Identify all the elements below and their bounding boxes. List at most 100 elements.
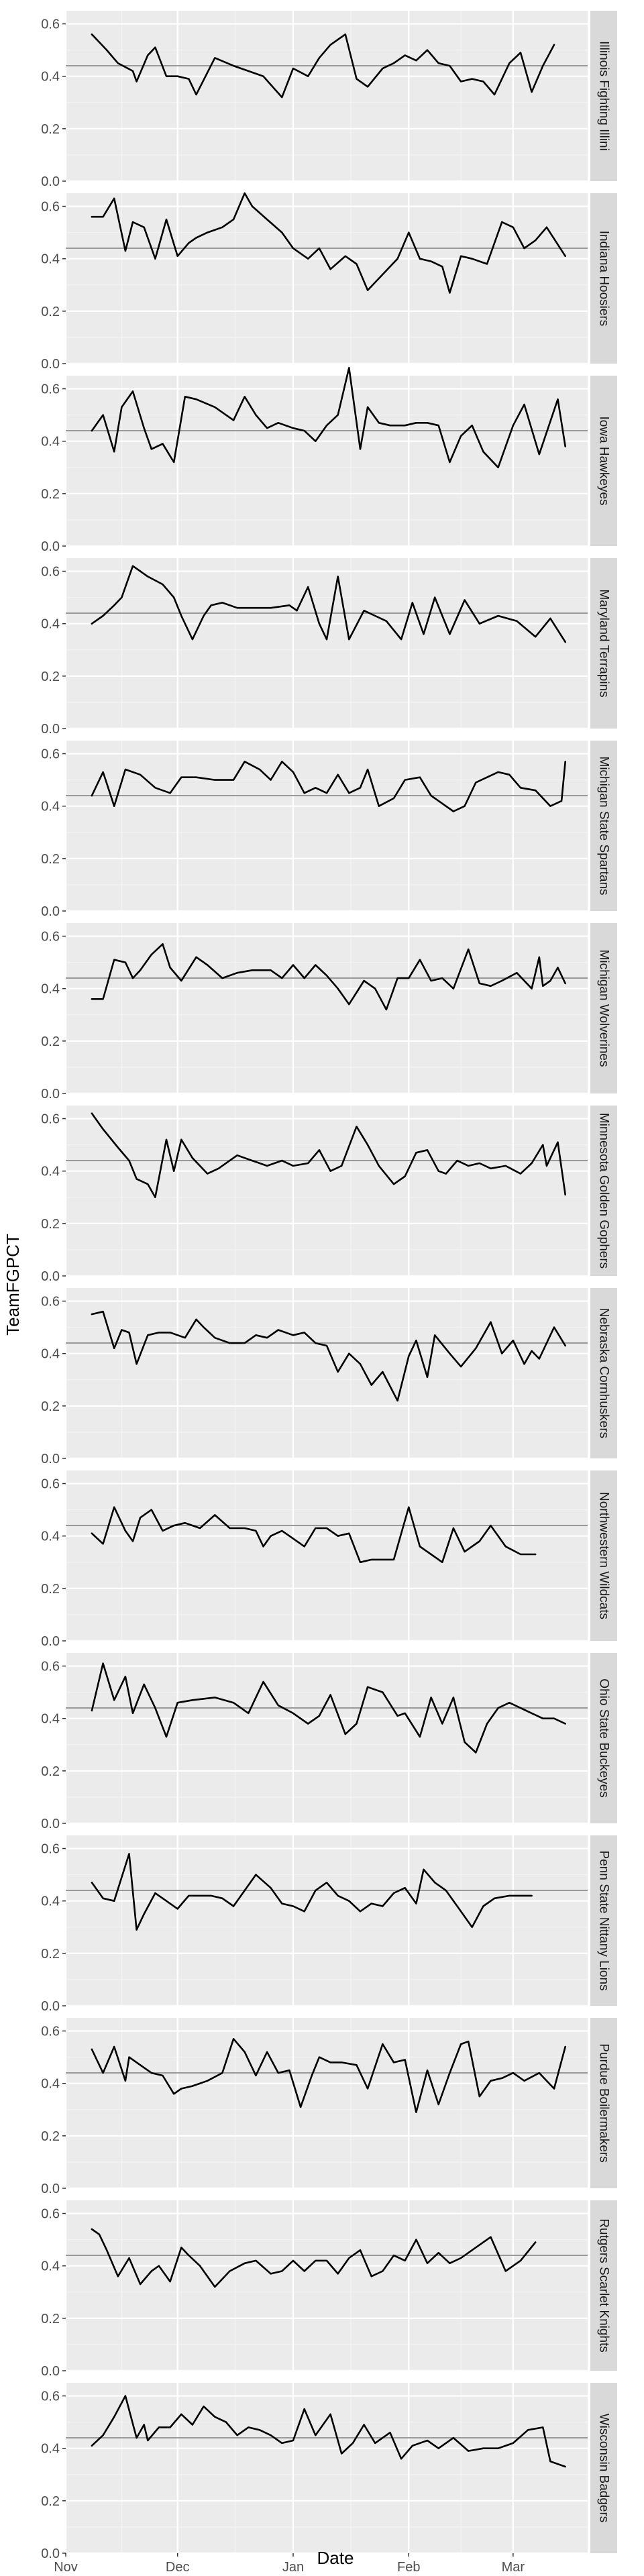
y-tick-label: 0.2 bbox=[41, 2494, 60, 2509]
facet-strip-label: Minnesota Golden Gophers bbox=[597, 1113, 611, 1269]
facet-strip-label: Ohio State Buckeyes bbox=[597, 1678, 611, 1797]
facet-panel: 0.0 0.2 0.4 0.6 Michigan Wolverines bbox=[41, 923, 617, 1102]
y-tick-label: 0.2 bbox=[41, 852, 60, 867]
facet-strip-label: Michigan Wolverines bbox=[597, 950, 611, 1067]
y-tick-label: 0.6 bbox=[41, 1295, 60, 1309]
y-tick-label: 0.6 bbox=[41, 2390, 60, 2404]
facet-panel: 0.0 0.2 0.4 0.6 Nebraska Cornhuskers bbox=[41, 1288, 617, 1466]
panel-background bbox=[66, 193, 588, 364]
y-tick-label: 0.4 bbox=[41, 982, 60, 997]
facet-panel: 0.0 0.2 0.4 0.6 Michigan State Spartans bbox=[41, 741, 617, 919]
y-tick-label: 0.2 bbox=[41, 2129, 60, 2144]
y-tick-label: 0.0 bbox=[41, 904, 60, 919]
y-tick-label: 0.0 bbox=[41, 1817, 60, 1831]
y-axis-title: TeamFGPCT bbox=[3, 1234, 23, 1336]
y-tick-label: 0.4 bbox=[41, 2259, 60, 2274]
y-tick-label: 0.0 bbox=[41, 357, 60, 372]
panel-background bbox=[66, 741, 588, 911]
y-tick-label: 0.0 bbox=[41, 1452, 60, 1466]
y-tick-label: 0.6 bbox=[41, 747, 60, 762]
y-tick-label: 0.4 bbox=[41, 70, 60, 85]
panel-background bbox=[66, 558, 588, 729]
facet-strip-label: Maryland Terrapins bbox=[597, 589, 611, 697]
facet-panel: 0.0 0.2 0.4 0.6 Iowa Hawkeyes bbox=[41, 368, 617, 554]
facet-strip-label: Purdue Boilermakers bbox=[597, 2043, 611, 2162]
panel-background bbox=[66, 11, 588, 181]
y-tick-label: 0.0 bbox=[41, 1634, 60, 1649]
facet-panel: 0.0 0.2 0.4 0.6 Illinois Fighting Illini bbox=[41, 11, 617, 189]
y-tick-label: 0.2 bbox=[41, 1399, 60, 1414]
y-tick-label: 0.4 bbox=[41, 1165, 60, 1179]
y-tick-label: 0.2 bbox=[41, 1582, 60, 1597]
y-tick-label: 0.4 bbox=[41, 1712, 60, 1727]
facet-panel: 0.0 0.2 0.4 0.6 Purdue Boilermakers bbox=[41, 2018, 617, 2196]
panel-background bbox=[66, 1470, 588, 1641]
panel-background bbox=[66, 376, 588, 546]
y-tick-label: 0.4 bbox=[41, 2442, 60, 2457]
facet-strip-label: Iowa Hawkeyes bbox=[597, 416, 611, 505]
facet-panel: 0.0 0.2 0.4 0.6 Rutgers Scarlet Knights bbox=[41, 2200, 617, 2379]
y-tick-label: 0.6 bbox=[41, 2025, 60, 2039]
facet-panel: 0.0 0.2 0.4 0.6 Ohio State Buckeyes bbox=[41, 1653, 617, 1831]
y-tick-label: 0.0 bbox=[41, 1999, 60, 2014]
facet-panel: 0.0 0.2 0.4 0.6 Maryland Terrapins bbox=[41, 558, 617, 737]
y-tick-label: 0.4 bbox=[41, 1529, 60, 1544]
panel-background bbox=[66, 923, 588, 1093]
y-tick-label: 0.2 bbox=[41, 122, 60, 137]
y-tick-label: 0.6 bbox=[41, 1112, 60, 1127]
x-axis-title: Date bbox=[317, 2548, 354, 2568]
y-tick-label: 0.6 bbox=[41, 930, 60, 945]
facet-strip-label: Michigan State Spartans bbox=[597, 756, 611, 895]
y-tick-label: 0.0 bbox=[41, 2546, 60, 2561]
x-tick-label: Mar bbox=[502, 2560, 525, 2575]
facet-strip-label: Northwestern Wildcats bbox=[597, 1492, 611, 1619]
y-tick-label: 0.0 bbox=[41, 722, 60, 737]
y-tick-label: 0.2 bbox=[41, 669, 60, 684]
y-tick-label: 0.6 bbox=[41, 1842, 60, 1857]
facet-strip-label: Nebraska Cornhuskers bbox=[597, 1308, 611, 1438]
y-tick-label: 0.0 bbox=[41, 2182, 60, 2196]
facet-panel: 0.0 0.2 0.4 0.6 Northwestern Wildcats bbox=[41, 1470, 617, 1649]
y-tick-label: 0.4 bbox=[41, 800, 60, 814]
y-tick-label: 0.6 bbox=[41, 1477, 60, 1492]
y-tick-label: 0.6 bbox=[41, 200, 60, 215]
y-tick-label: 0.4 bbox=[41, 2077, 60, 2092]
y-tick-label: 0.4 bbox=[41, 617, 60, 632]
x-tick-label: Dec bbox=[166, 2560, 190, 2575]
facet-strip-label: Penn State Nittany Lions bbox=[597, 1850, 611, 1990]
x-tick-label: Feb bbox=[397, 2560, 420, 2575]
facet-strip-label: Wisconsin Badgers bbox=[597, 2414, 611, 2523]
y-tick-label: 0.6 bbox=[41, 565, 60, 580]
x-tick-label: Jan bbox=[282, 2560, 304, 2575]
y-tick-label: 0.6 bbox=[41, 1660, 60, 1674]
y-tick-label: 0.6 bbox=[41, 17, 60, 32]
facet-panel: 0.0 0.2 0.4 0.6 Wisconsin Badgers bbox=[41, 2383, 617, 2561]
y-tick-label: 0.0 bbox=[41, 1087, 60, 1102]
panel-background bbox=[66, 1106, 588, 1276]
y-tick-label: 0.2 bbox=[41, 2312, 60, 2326]
y-tick-label: 0.6 bbox=[41, 382, 60, 397]
y-tick-label: 0.2 bbox=[41, 1947, 60, 1962]
y-tick-label: 0.0 bbox=[41, 174, 60, 189]
panel-background bbox=[66, 1653, 588, 1823]
panel-background bbox=[66, 2383, 588, 2553]
y-tick-label: 0.0 bbox=[41, 2364, 60, 2379]
facet-panel: 0.0 0.2 0.4 0.6 Penn State Nittany Lions bbox=[41, 1835, 617, 2014]
facet-strip-label: Illinois Fighting Illini bbox=[597, 41, 611, 151]
y-tick-label: 0.4 bbox=[41, 1894, 60, 1909]
facet-panel: 0.0 0.2 0.4 0.6 Indiana Hoosiers bbox=[41, 193, 617, 372]
facet-strip-label: Indiana Hoosiers bbox=[597, 231, 611, 327]
y-tick-label: 0.6 bbox=[41, 2207, 60, 2222]
y-tick-label: 0.4 bbox=[41, 435, 60, 449]
facet-strip-label: Rutgers Scarlet Knights bbox=[597, 2218, 611, 2353]
y-tick-label: 0.4 bbox=[41, 252, 60, 267]
x-axis: Nov Dec Jan Feb Mar bbox=[54, 2553, 525, 2575]
y-tick-label: 0.2 bbox=[41, 1764, 60, 1779]
y-tick-label: 0.2 bbox=[41, 1034, 60, 1049]
y-tick-label: 0.2 bbox=[41, 487, 60, 502]
panel-background bbox=[66, 1288, 588, 1458]
y-tick-label: 0.0 bbox=[41, 539, 60, 554]
y-tick-label: 0.2 bbox=[41, 1217, 60, 1232]
